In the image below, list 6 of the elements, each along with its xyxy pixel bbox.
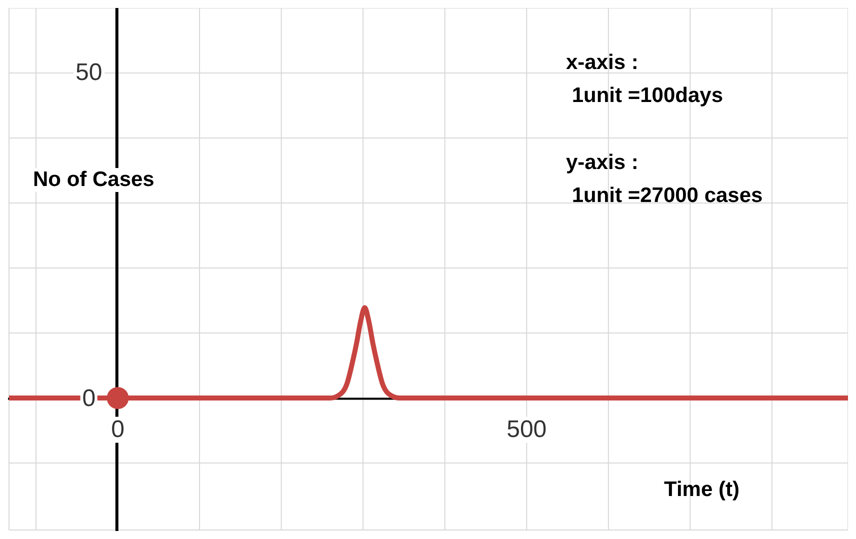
y-tick-label: 50 — [74, 59, 104, 86]
annotation: x-axis : 1unit =100days — [566, 50, 723, 109]
x-axis-title: Time (t) — [664, 478, 740, 502]
y-axis-title: No of Cases — [33, 168, 154, 192]
annotation: y-axis : 1unit =27000 cases — [566, 150, 763, 209]
x-tick-label: 500 — [506, 416, 547, 443]
